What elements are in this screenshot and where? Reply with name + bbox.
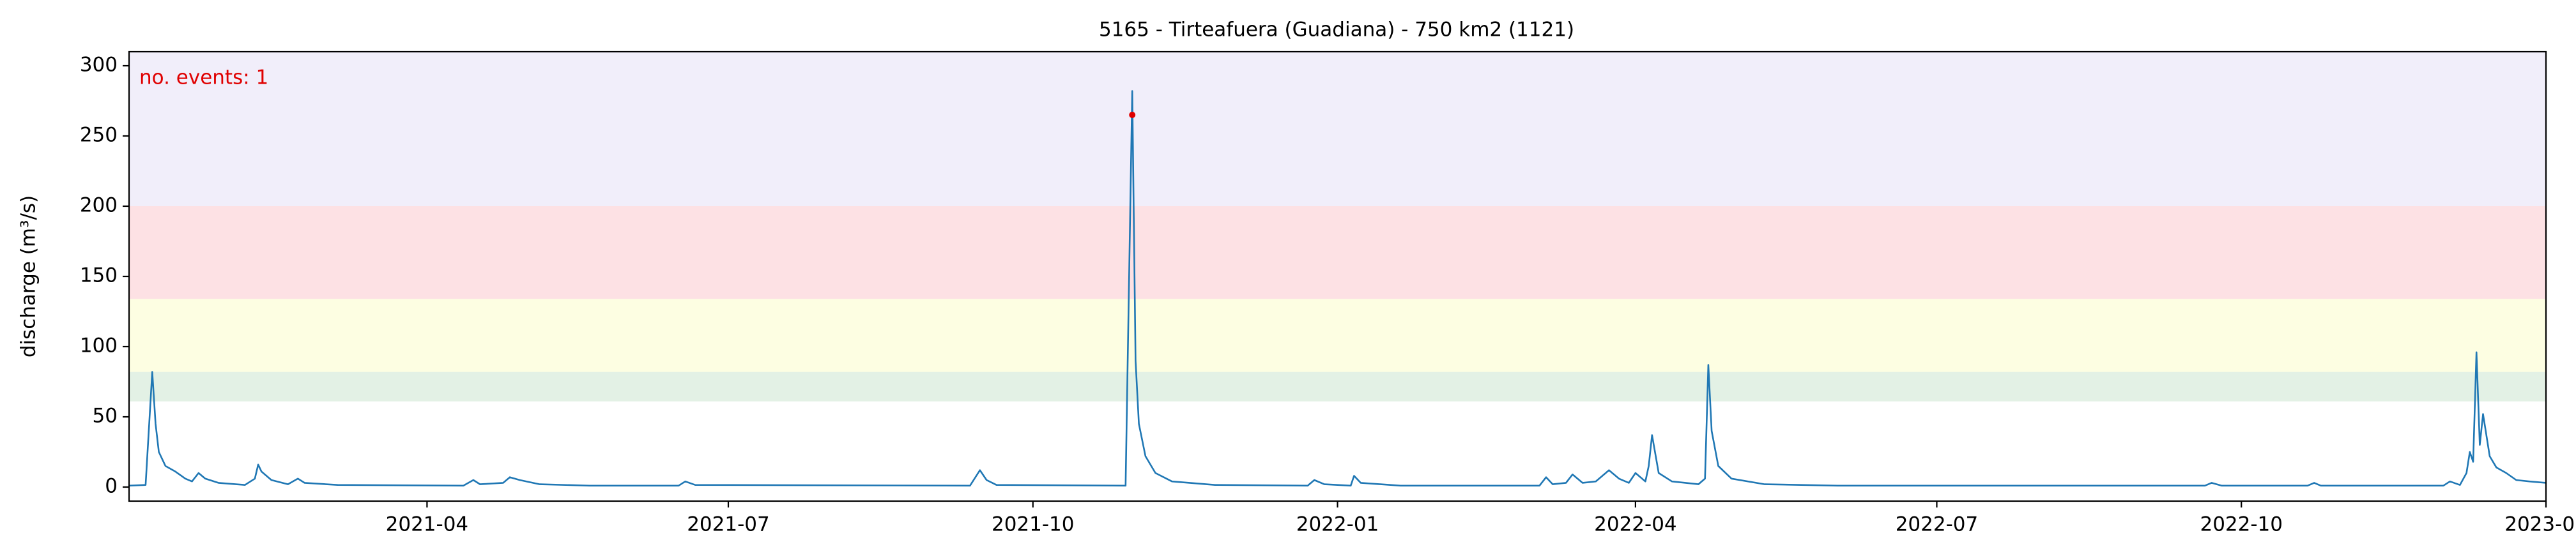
y-tick-label: 100 xyxy=(80,334,118,357)
y-axis-label: discharge (m³/s) xyxy=(17,195,40,357)
y-tick-label: 0 xyxy=(105,475,118,498)
x-tick-label: 2021-10 xyxy=(992,513,1075,536)
x-tick-label: 2021-04 xyxy=(386,513,469,536)
plot-frame xyxy=(128,50,2547,502)
x-tick-label: 2022-04 xyxy=(1594,513,1677,536)
y-tick-label: 200 xyxy=(80,194,118,217)
y-tick-label: 50 xyxy=(93,405,118,428)
threshold-band xyxy=(129,299,2546,372)
x-tick-label: 2021-07 xyxy=(687,513,770,536)
y-tick-label: 300 xyxy=(80,54,118,77)
threshold-band xyxy=(129,206,2546,299)
event-count: no. events: 1 xyxy=(139,66,268,89)
y-tick-label: 250 xyxy=(80,124,118,147)
threshold-band xyxy=(129,372,2546,402)
y-tick-label: 150 xyxy=(80,264,118,287)
discharge-line xyxy=(128,90,2547,487)
x-tick-label: 2023-01 xyxy=(2504,513,2576,536)
x-tick-label: 2022-10 xyxy=(2200,513,2283,536)
event-marker xyxy=(1129,112,1136,118)
chart-title: 5165 - Tirteafuera (Guadiana) - 750 km2 … xyxy=(1099,19,1574,41)
x-tick-label: 2022-07 xyxy=(1896,513,1979,536)
x-tick-label: 2022-01 xyxy=(1296,513,1379,536)
threshold-band xyxy=(129,52,2546,206)
